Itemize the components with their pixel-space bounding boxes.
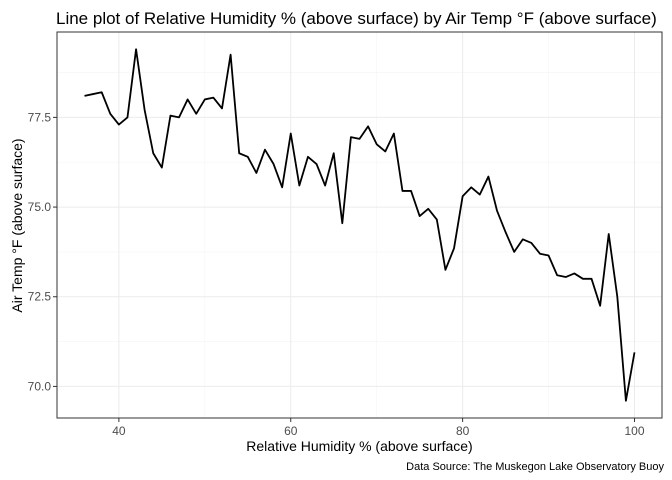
plot-panel [56,31,663,419]
grid-lines [57,32,662,418]
y-axis-label: Air Temp °F (above surface) [9,138,25,312]
data-source-caption: Data Source: The Muskegon Lake Observato… [406,461,664,473]
series-layer [84,48,636,402]
chart-title: Line plot of Relative Humidity % (above … [56,9,657,28]
x-tick-label: 60 [284,424,298,438]
series-line [84,48,636,402]
x-tick-label: 100 [624,424,644,438]
axis-ticks: 40 60 80 100 70.0 72.5 75.0 77.5 [28,110,645,438]
y-tick-label: 72.5 [28,290,52,304]
x-axis-label: Relative Humidity % (above surface) [246,438,472,454]
x-tick-label: 40 [112,424,126,438]
y-tick-label: 75.0 [28,200,52,214]
y-tick-label: 77.5 [28,110,52,124]
y-tick-label: 70.0 [28,379,52,393]
x-tick-label: 80 [456,424,470,438]
